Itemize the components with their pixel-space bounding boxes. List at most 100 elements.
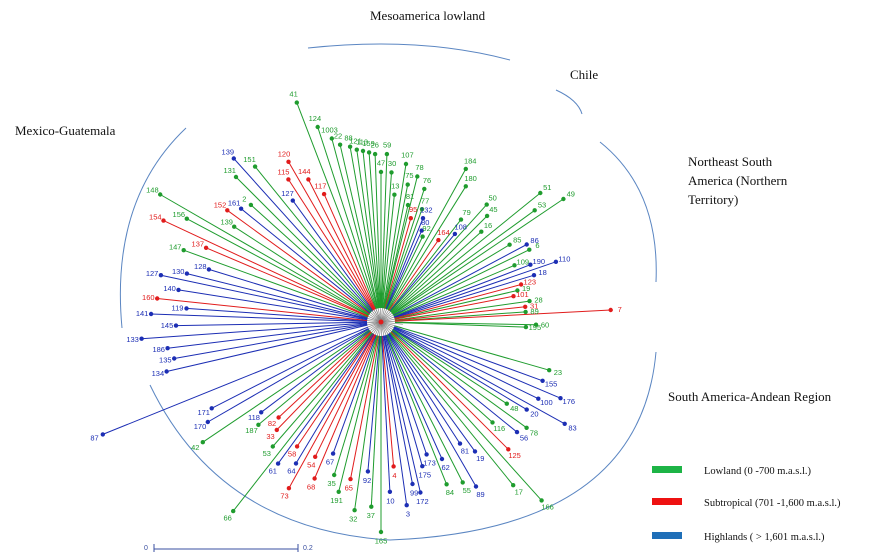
leaf-branch [167,323,368,349]
leaf-label: 154 [149,212,162,221]
leaf-branch [394,261,557,318]
leaf-branch [394,325,550,371]
leaf-branch [354,335,380,511]
leaf-branch [383,184,409,309]
leaf-branch [394,274,535,319]
leaf-node [507,242,512,247]
leaf-branch [205,247,369,317]
leaf-node [524,407,529,412]
leaf-label: 130 [172,267,185,276]
leaf-branch [333,335,378,476]
leaf-node [553,259,559,264]
leaf-node [408,216,413,221]
leaf-node [391,464,396,469]
leaf-node [436,237,441,243]
leaf-node [524,425,529,430]
leaf-branch [386,236,424,310]
leaf-label: 79 [462,208,470,217]
leaf-label: 10 [386,496,394,505]
leaf-node [506,447,511,452]
leaf-branch [233,226,370,315]
leaf-node [419,228,424,233]
leaf-node [473,484,479,489]
leaf-branch [227,209,370,315]
leaf-node [164,369,169,374]
leaf-node [504,401,509,406]
leaf-node [484,202,489,207]
leaf-branch [391,192,541,314]
leaf-branch [163,220,369,317]
internal-branch [380,321,403,325]
legend-swatch-subtropical [652,498,682,505]
leaf-node [562,421,567,426]
leaf-label: 139 [222,147,235,156]
leaf-node [231,508,236,514]
leaf-label: 19 [522,284,530,293]
leaf-node [410,481,415,487]
leaf-label: 81 [406,192,414,201]
leaf-label: 145 [161,321,174,330]
leaf-node [290,198,295,203]
leaf-branch [367,335,381,472]
leaf-branch [386,334,443,460]
leaf-branch [391,331,493,423]
leaf-branch [202,329,370,443]
leaf-node [460,480,465,485]
leaf-label: 127 [281,189,294,198]
leaf-node [531,273,537,278]
leaf-label: 41 [289,90,297,99]
leaf-node [420,216,426,221]
leaf-label: 51 [543,183,551,192]
leaf-node [403,161,409,167]
leaf-label: 68 [307,482,315,491]
leaf-label: 186 [152,345,165,354]
leaf-node [422,186,427,192]
leaf-label: 166 [541,503,554,512]
leaf-node [539,498,544,503]
leaf-branch [272,332,373,447]
leaf-label: 7 [618,305,622,314]
leaf-branch [258,330,371,426]
leaf-node [330,451,336,456]
leaf-branch [389,233,456,312]
leaf-branch [250,204,371,313]
leaf-label: 62 [442,463,450,472]
leaf-label: 26 [371,141,379,150]
leaf-label: 80 [421,218,429,227]
leaf-label: 148 [146,186,159,195]
leaf-node [608,307,613,313]
leaf-branch [385,335,428,455]
leaf-node [512,263,517,268]
leaf-label: 86 [530,236,538,245]
leaf-node [155,296,160,301]
leaf-label: 128 [194,262,207,271]
leaf-branch [394,284,522,319]
leaf-branch [211,327,369,409]
leaf-branch [317,126,378,309]
leaf-label: 1003 [321,125,338,134]
leaf-node [165,346,170,351]
leaf-branch [295,333,375,464]
leaf-node [405,202,411,208]
leaf-branch [151,313,368,322]
leaf-node [313,454,318,459]
leaf-label: 92 [422,224,430,233]
leaf-branch [382,194,395,309]
leaf-branch [394,321,537,326]
leaf-node [176,287,181,293]
leaf-branch [288,161,375,311]
leaf-node [372,151,378,157]
leaf-node [256,422,261,427]
leaf-branch [389,332,514,486]
leaf-branch [240,208,371,314]
leaf-branch [288,333,375,489]
leaf-label: 101 [516,290,529,299]
leaf-node [389,170,394,175]
leaf-node [392,192,397,197]
leaf-branch [393,249,530,317]
leaf-node [275,461,281,466]
leaf-branch [370,335,381,507]
leaf-node [231,156,236,161]
leaf-label: 59 [383,141,391,150]
leaf-branch [102,326,369,435]
